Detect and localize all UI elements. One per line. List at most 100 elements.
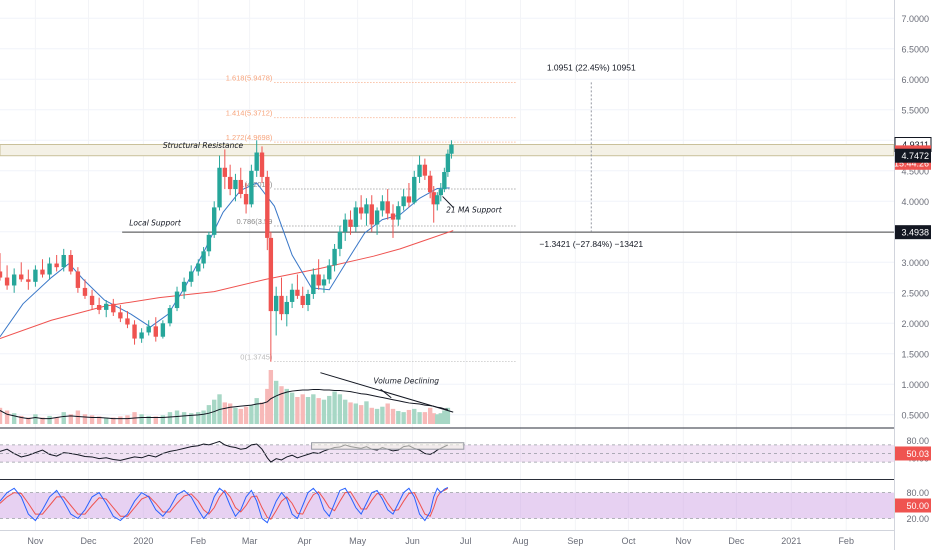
time-tick-label: Nov <box>675 536 692 546</box>
annotation-21-ma-support: 21 MA Support <box>446 205 503 214</box>
volume-bar <box>160 415 166 424</box>
volume-bar <box>61 412 66 424</box>
candle-body <box>343 219 348 232</box>
volume-bar <box>206 405 212 424</box>
volume-bar <box>438 413 443 424</box>
price-badge-label: 4.9311 <box>902 140 929 150</box>
candle-body <box>160 323 166 337</box>
price-tick-label: 6.0000 <box>901 75 929 85</box>
volume-bar <box>196 412 201 424</box>
volume-bar <box>33 414 38 424</box>
time-tick-label: Jun <box>405 536 420 546</box>
candle-body <box>4 277 10 286</box>
rsi-last-badge <box>895 446 931 461</box>
candle-body <box>89 295 95 305</box>
candle-body <box>0 271 3 278</box>
candle-body <box>227 176 233 190</box>
volume-bar <box>259 402 265 424</box>
candle-body <box>396 206 401 220</box>
candle-body <box>449 144 454 154</box>
candle-body <box>181 281 187 292</box>
volume-bar <box>295 397 300 424</box>
volume-bar <box>445 407 451 424</box>
fib-level-label: 1.414(5.3712) <box>226 109 273 118</box>
volume-bar <box>279 386 284 424</box>
time-tick-label: Feb <box>838 536 854 546</box>
candle-body <box>295 289 300 296</box>
price-badge-label: 15:44:26 <box>894 158 929 168</box>
candle-body <box>337 231 343 249</box>
volume-bar <box>26 417 31 424</box>
volume-bar <box>343 399 348 424</box>
volume-bar <box>311 394 316 424</box>
volume-bar <box>316 398 321 424</box>
candle-body <box>26 279 31 282</box>
volume-bar <box>412 408 417 424</box>
time-tick-label: 2020 <box>133 536 153 546</box>
volume-bar <box>380 406 385 424</box>
volume-bar <box>327 395 332 424</box>
volume-bar <box>417 412 422 424</box>
candle-body <box>33 269 38 282</box>
candle-body <box>435 195 440 205</box>
time-tick-label: Sep <box>567 536 583 546</box>
price-tick-label: 7.0000 <box>901 14 929 24</box>
price-badge <box>895 148 931 163</box>
price-tick-label: 5.5000 <box>901 105 929 115</box>
price-tick-label: 4.5000 <box>901 166 929 176</box>
volume-bar <box>284 388 289 424</box>
volume-bar <box>82 414 88 424</box>
rsi-last-value: 50.03 <box>906 449 929 459</box>
candle-body <box>422 164 428 176</box>
candle-body <box>233 179 238 190</box>
volume-bar <box>321 399 327 424</box>
candle-body <box>174 291 180 309</box>
volume-bar <box>390 408 396 424</box>
candle-body <box>445 153 451 173</box>
volume-bar <box>289 392 295 424</box>
volume-bar <box>111 417 116 424</box>
volume-bar <box>385 403 390 424</box>
volume-bar <box>233 407 238 424</box>
candle-body <box>75 271 81 288</box>
volume-bar <box>369 407 374 424</box>
volume-bar <box>96 416 102 424</box>
volume-bar <box>431 413 436 424</box>
price-tick-label: 3.0000 <box>901 258 929 268</box>
candle-body <box>279 295 284 315</box>
annotation-arrow <box>442 196 454 208</box>
time-tick-label: Feb <box>191 536 207 546</box>
annotation-arrow <box>380 388 392 399</box>
volume-bar <box>427 407 433 424</box>
candle-body <box>153 326 158 337</box>
volume-bar <box>300 394 305 424</box>
volume-bar <box>174 410 180 424</box>
time-tick-label: Dec <box>81 536 98 546</box>
volume-bar <box>118 416 123 424</box>
fibonacci-extension: 1.618(5.9478) 1.414(5.3712) 1.272(4.9698) 1… <box>226 62 643 362</box>
volume-bar <box>353 403 359 424</box>
candle-body <box>47 263 52 275</box>
volume-bar <box>406 409 412 424</box>
candle-body <box>125 318 130 325</box>
volume-bar <box>332 391 337 424</box>
volume-bar <box>40 417 45 424</box>
volume-bar <box>19 415 24 424</box>
candle-body <box>442 172 447 190</box>
volume-bar <box>4 410 10 424</box>
candle-body <box>390 213 396 220</box>
volume-bar <box>442 410 447 424</box>
candle-body <box>68 254 74 272</box>
volume-bar <box>139 414 144 424</box>
stoch-last-value: 50.00 <box>906 501 929 511</box>
volume-pane <box>0 370 454 424</box>
volume-bar <box>125 415 130 424</box>
volume-bar <box>201 410 206 424</box>
time-tick-label: Jul <box>460 536 472 546</box>
candle-body <box>61 254 66 268</box>
candle-body <box>19 274 24 280</box>
volume-bar <box>222 402 228 424</box>
candle-body <box>300 295 305 305</box>
